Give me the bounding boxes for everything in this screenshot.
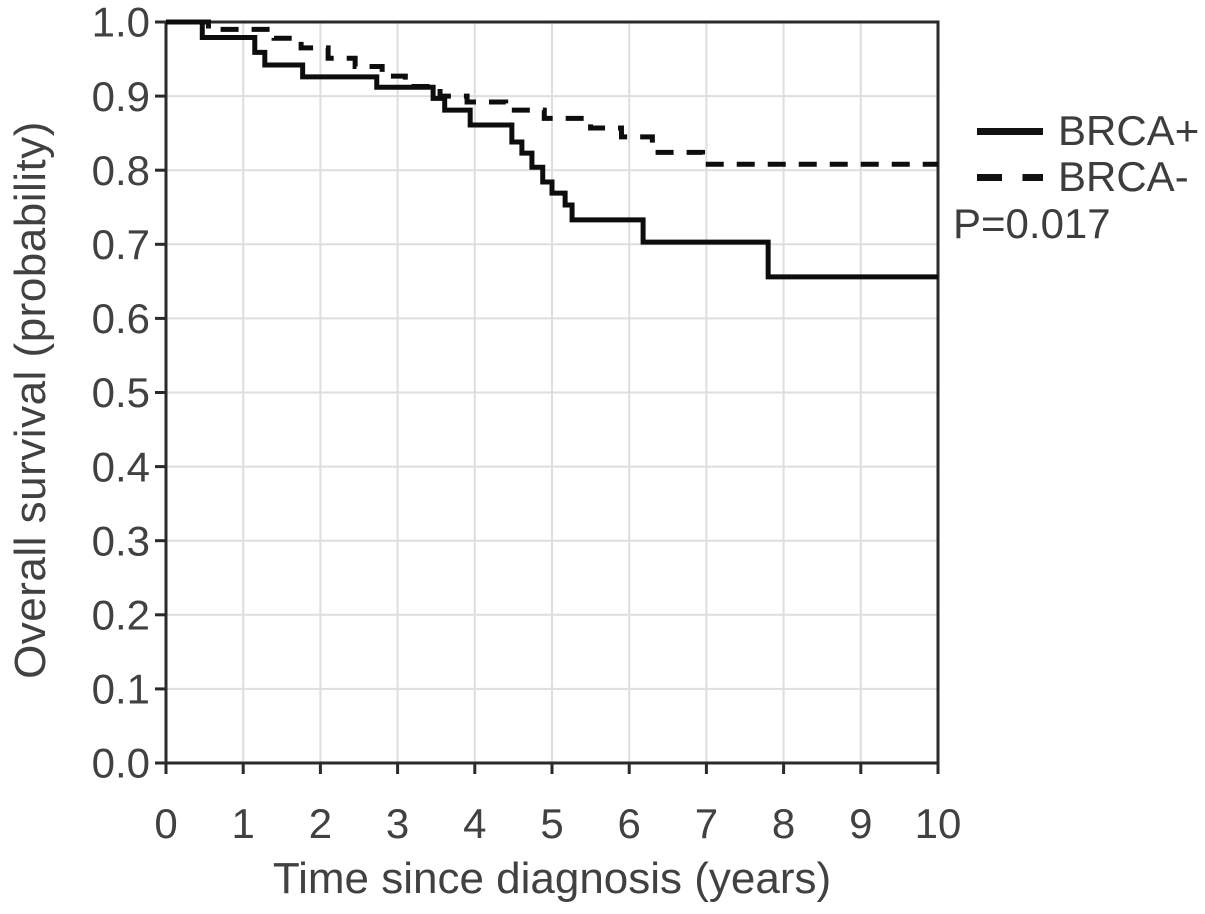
y-tick-label: 0.5: [92, 369, 150, 416]
x-tick-label: 4: [463, 800, 486, 847]
x-tick-label: 8: [772, 800, 795, 847]
x-tick-label: 7: [695, 800, 718, 847]
solid-line-swatch: [977, 127, 1043, 135]
legend-label-brca-negative: BRCA-: [1058, 153, 1189, 200]
p-value-text: P=0.017: [953, 200, 1111, 247]
x-tick-label: 3: [386, 800, 409, 847]
y-tick-label: 0.2: [92, 592, 150, 639]
y-axis-title: Overall survival (probability): [6, 121, 55, 679]
y-tick-label: 0.1: [92, 666, 150, 713]
x-tick-label: 9: [849, 800, 872, 847]
legend-item-brca-negative: BRCA-: [949, 153, 1189, 200]
legend-item-brca-positive: BRCA+: [949, 107, 1200, 154]
y-tick-label: 0.3: [92, 517, 150, 564]
plot-frame: [164, 20, 940, 765]
legend-label-brca-positive: BRCA+: [1058, 107, 1200, 154]
y-tick-label: 0.9: [92, 73, 150, 120]
x-tick-label: 0: [154, 800, 177, 847]
x-axis-title: Time since diagnosis (years): [272, 854, 832, 903]
y-tick-label: 0.4: [92, 443, 150, 490]
series-line-brca-positive: [166, 19, 938, 280]
x-tick-label: 6: [618, 800, 641, 847]
y-tick-label: 0.0: [92, 740, 150, 787]
y-tick-label: 0.6: [92, 295, 150, 342]
x-tick-label: 1: [232, 800, 255, 847]
y-tick-label: 1.0: [92, 0, 150, 46]
x-tick-label: 10: [915, 800, 962, 847]
y-tick-label: 0.7: [92, 221, 150, 268]
series-line-brca-negative: [166, 19, 938, 167]
x-tick-label: 5: [540, 800, 563, 847]
y-tick-label: 0.8: [92, 147, 150, 194]
x-tick-label: 2: [309, 800, 332, 847]
dashed-line-swatch: [977, 173, 1043, 181]
